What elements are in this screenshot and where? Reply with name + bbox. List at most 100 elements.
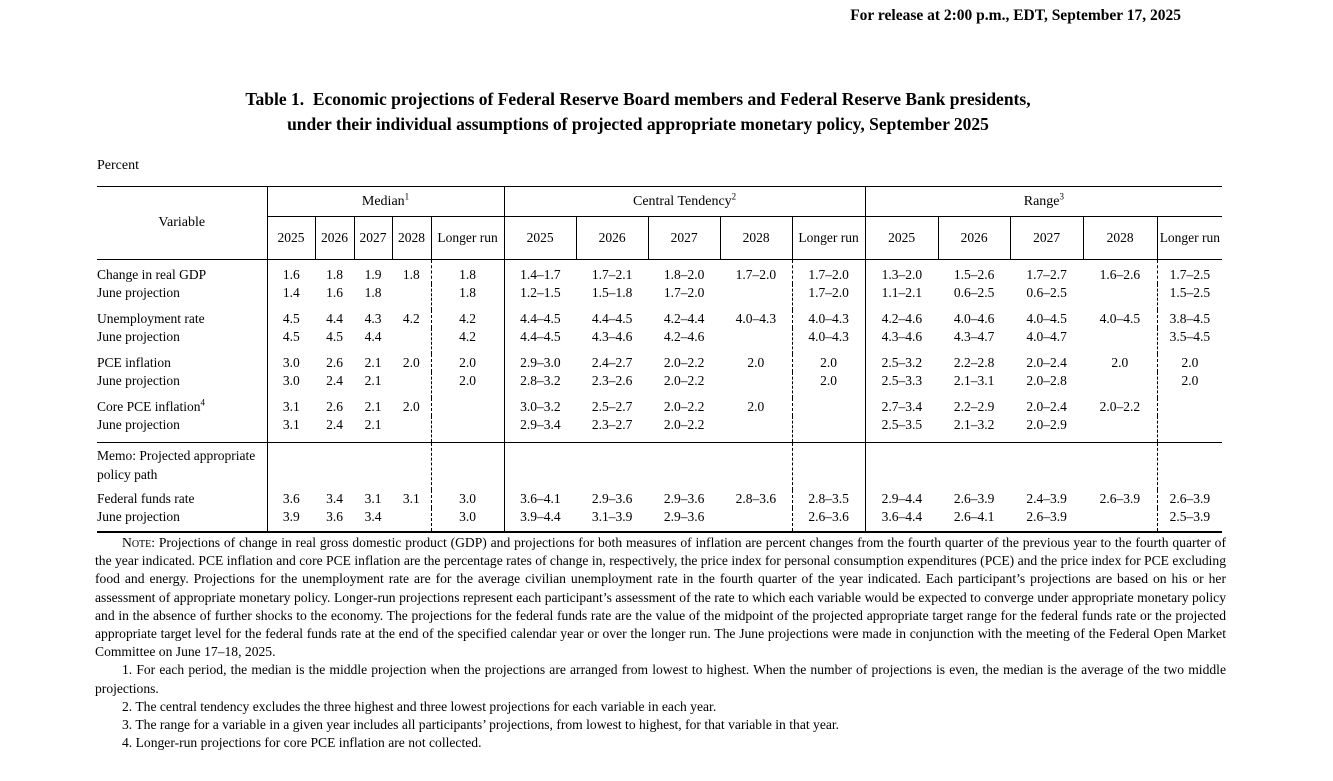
memo-empty-cell	[266, 442, 315, 490]
variable-label: June projection	[97, 372, 180, 388]
value-cell: 3.6	[326, 508, 343, 524]
memo-empty-cell	[648, 442, 721, 490]
value-cell: 2.6–3.9	[1026, 508, 1067, 524]
value-cell: 1.7–2.0	[791, 283, 866, 310]
table-row: June projection 4.5 4.5 4.4 4.2 4.4–4.5 4.3–4.…	[97, 327, 1223, 355]
value-cell	[392, 508, 431, 533]
value-cell	[392, 372, 431, 399]
value-cell	[720, 508, 792, 533]
value-cell: 4.0–4.7	[1026, 328, 1067, 344]
value-cell: 4.2–4.6	[864, 310, 939, 328]
year-column-header: 2028	[1082, 216, 1158, 260]
value-cell	[1083, 508, 1157, 533]
value-cell	[1083, 328, 1157, 355]
footnote-2: 2. The central tendency excludes the thr…	[122, 698, 717, 714]
value-cell	[720, 284, 792, 311]
value-cell: 3.1	[402, 491, 420, 506]
value-cell: 2.1–3.1	[953, 372, 995, 388]
value-cell: 2.0–2.2	[1099, 399, 1141, 414]
value-cell: 2.0–2.4	[1026, 355, 1067, 370]
footnote-marker: 2	[731, 190, 737, 201]
value-cell: 2.5–3.9	[1156, 507, 1223, 532]
footnote-marker: 1	[404, 190, 410, 201]
value-cell: 2.0–2.2	[663, 355, 705, 370]
table-group-header-row: Variable Median1 Central Tendency2 Range3	[97, 186, 1223, 260]
value-cell: 2.0	[791, 354, 866, 372]
year-column-header: 2025	[503, 216, 577, 260]
value-cell: 3.4	[326, 491, 343, 506]
variable-label: June projection	[97, 416, 180, 432]
value-cell: 1.4	[266, 283, 315, 310]
value-cell: 1.8	[326, 267, 343, 282]
table-row: Unemployment rate 4.5 4.4 4.3 4.2 4.2 4.4–4.5 4…	[97, 310, 1223, 328]
value-cell	[392, 284, 431, 311]
value-cell: 2.0	[747, 399, 765, 414]
value-cell: 4.3–4.6	[591, 328, 633, 344]
year-column-header: 2028	[391, 216, 431, 260]
variable-label: Change in real GDP	[97, 267, 207, 282]
note-label: Note:	[122, 535, 156, 550]
value-cell: 4.3–4.7	[953, 328, 995, 344]
value-cell: 0.6–2.5	[953, 284, 995, 300]
projections-table: Variable Median1 Central Tendency2 Range3 20…	[97, 186, 1223, 533]
value-cell: 2.6	[326, 399, 343, 414]
value-cell: 2.6–3.9	[1156, 490, 1223, 508]
note-text: Projections of change in real gross dome…	[95, 535, 1226, 660]
table-row: PCE inflation 3.0 2.6 2.1 2.0 2.0 2.9–3.0 2.4–2…	[97, 354, 1223, 372]
memo-empty-cell	[1010, 442, 1084, 490]
value-cell: 4.4–4.5	[503, 310, 577, 328]
memo-empty-cell	[720, 442, 793, 490]
value-cell: 1.7–2.5	[1156, 259, 1223, 284]
value-cell	[791, 398, 866, 416]
value-cell: 2.0–2.8	[1026, 372, 1067, 388]
value-cell: 2.5–3.2	[864, 354, 939, 372]
footnote-marker: 4	[200, 397, 206, 408]
value-cell: 3.8–4.5	[1156, 310, 1223, 328]
year-column-header: Longer run	[1156, 216, 1223, 260]
value-cell: 2.0	[402, 399, 420, 414]
value-cell: 3.1–3.9	[591, 508, 633, 524]
value-cell: 1.8	[430, 259, 505, 284]
value-cell: 4.0–4.3	[791, 327, 866, 354]
value-cell: 2.0	[791, 371, 866, 398]
value-cell: 2.0	[430, 371, 505, 398]
memo-empty-cell	[315, 442, 354, 490]
variable-label: PCE inflation	[97, 355, 171, 370]
value-cell: 1.6–2.6	[1099, 267, 1141, 282]
variable-label: June projection	[97, 328, 180, 344]
value-cell: 2.2–2.9	[953, 399, 995, 414]
memo-row: Memo: Projected appropriate policy path	[97, 442, 1223, 490]
table-row: June projection 3.1 2.4 2.1 2.9–3.4 2.3–2.7 2.…	[97, 415, 1223, 443]
variable-label: Core PCE inflation4	[97, 397, 206, 414]
value-cell: 1.5–2.6	[953, 267, 995, 282]
value-cell	[1083, 284, 1157, 311]
value-cell: 3.9–4.4	[503, 507, 577, 532]
value-cell: 1.4–1.7	[503, 259, 577, 284]
value-cell: 3.5–4.5	[1156, 327, 1223, 354]
memo-empty-cell	[938, 442, 1011, 490]
value-cell: 3.0	[266, 354, 315, 372]
value-cell: 2.1	[364, 372, 382, 388]
value-cell: 1.7–2.0	[791, 259, 866, 284]
table-note: Note: Projections of change in real gros…	[95, 534, 1226, 661]
year-column-header: 2028	[719, 216, 793, 260]
value-cell: 2.0–2.2	[663, 372, 705, 388]
memo-label: Memo: Projected appropriate policy path	[97, 442, 267, 490]
value-cell: 2.0	[747, 355, 765, 370]
value-cell: 2.0–2.2	[663, 416, 705, 432]
table-row: June projection 3.0 2.4 2.1 2.0 2.8–3.2 2.3–2.…	[97, 371, 1223, 399]
percent-label: Percent	[97, 158, 139, 173]
release-line: For release at 2:00 p.m., EDT, September…	[850, 7, 1181, 24]
value-cell: 2.0–2.4	[1026, 399, 1067, 414]
value-cell: 2.1	[364, 355, 382, 370]
table-row: Federal funds rate 3.6 3.4 3.1 3.1 3.0 3.6–4.1…	[97, 490, 1223, 508]
value-cell: 2.3–2.6	[591, 372, 633, 388]
memo-empty-cell	[576, 442, 649, 490]
value-cell: 3.1	[266, 415, 315, 443]
value-cell	[1083, 416, 1157, 443]
value-cell: 2.5–3.3	[864, 371, 939, 398]
value-cell: 4.0–4.3	[791, 310, 866, 328]
value-cell: 3.6–4.1	[503, 490, 577, 508]
value-cell: 2.1–3.2	[953, 416, 995, 432]
